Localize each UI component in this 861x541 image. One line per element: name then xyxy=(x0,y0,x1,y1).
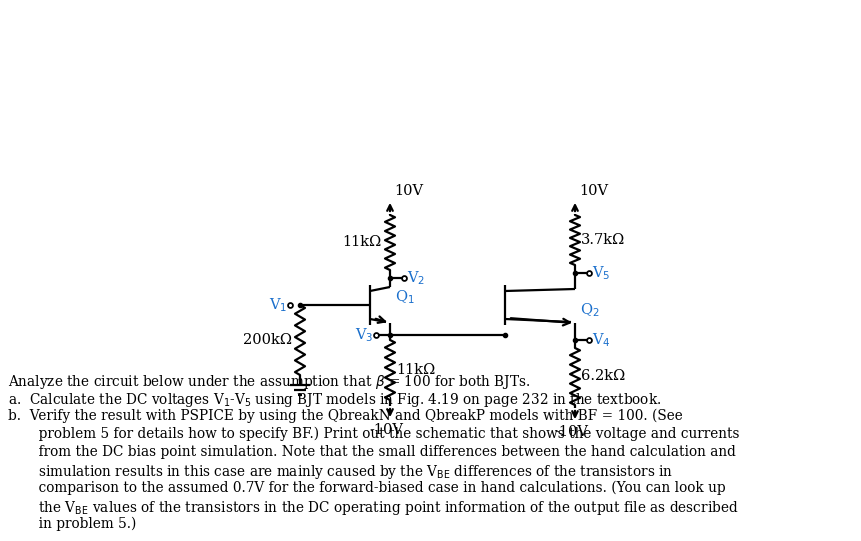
Text: V$_5$: V$_5$ xyxy=(592,264,610,282)
Text: 6.2kΩ: 6.2kΩ xyxy=(581,370,625,384)
Text: 10V: 10V xyxy=(579,184,608,198)
Text: in problem 5.): in problem 5.) xyxy=(8,517,136,531)
Text: Q$_2$: Q$_2$ xyxy=(580,301,599,319)
Text: V$_4$: V$_4$ xyxy=(592,331,610,349)
Text: Analyze the circuit below under the assumption that $\beta$ = 100 for both BJTs.: Analyze the circuit below under the assu… xyxy=(8,373,530,391)
Text: a.  Calculate the DC voltages V$_1$-V$_5$ using BJT models in Fig. 4.19 on page : a. Calculate the DC voltages V$_1$-V$_5$… xyxy=(8,391,661,409)
Text: -10V: -10V xyxy=(554,425,588,439)
Text: V$_1$: V$_1$ xyxy=(269,296,287,314)
Text: simulation results in this case are mainly caused by the V$_{\mathrm{BE}}$ diffe: simulation results in this case are main… xyxy=(8,463,673,481)
Text: 200kΩ: 200kΩ xyxy=(243,333,292,347)
Text: from the DC bias point simulation. Note that the small differences between the h: from the DC bias point simulation. Note … xyxy=(8,445,736,459)
Text: problem 5 for details how to specify BF.) Print out the schematic that shows the: problem 5 for details how to specify BF.… xyxy=(8,427,740,441)
Text: comparison to the assumed 0.7V for the forward-biased case in hand calculations.: comparison to the assumed 0.7V for the f… xyxy=(8,481,726,496)
Text: -10V: -10V xyxy=(369,423,403,437)
Text: 11kΩ: 11kΩ xyxy=(396,363,436,377)
Text: 10V: 10V xyxy=(394,184,423,198)
Text: 11kΩ: 11kΩ xyxy=(343,235,382,249)
Text: b.  Verify the result with PSPICE by using the QbreakN and QbreakP models with B: b. Verify the result with PSPICE by usin… xyxy=(8,409,683,424)
Text: V$_3$: V$_3$ xyxy=(355,326,373,344)
Text: V$_2$: V$_2$ xyxy=(407,269,425,287)
Text: the V$_{\mathrm{BE}}$ values of the transistors in the DC operating point inform: the V$_{\mathrm{BE}}$ values of the tran… xyxy=(8,499,739,517)
Text: Q$_1$: Q$_1$ xyxy=(395,288,415,306)
Text: 3.7kΩ: 3.7kΩ xyxy=(581,233,625,247)
